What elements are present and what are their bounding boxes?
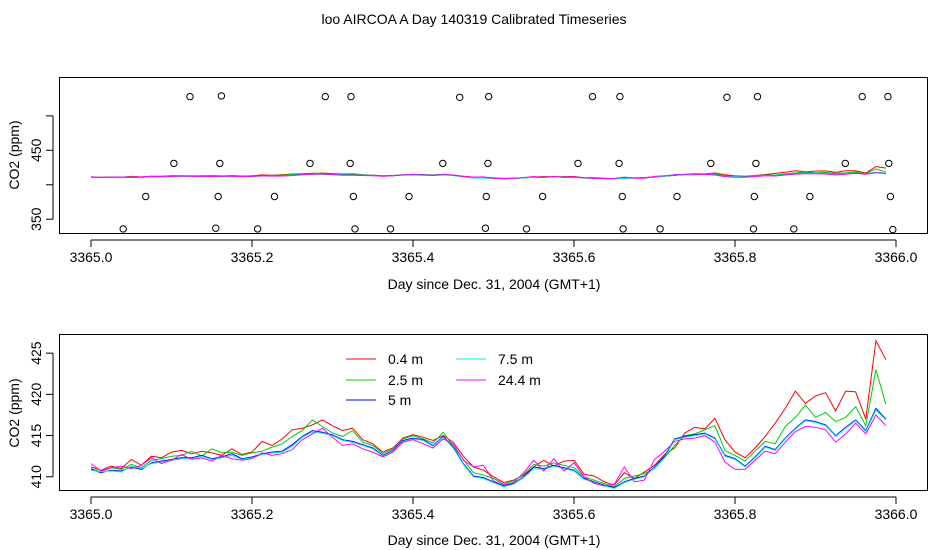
panel-2: 3365.0 3365.2 3365.4 3365.6 3365.8 3366.0 410…: [6, 334, 928, 548]
legend-label: 7.5 m: [498, 351, 533, 367]
panel-1-marker: [707, 159, 715, 168]
panel-1-marker: [481, 224, 490, 232]
panel-1-marker: [522, 225, 531, 233]
legend-label: 0.4 m: [388, 351, 423, 367]
panel-1-marker: [750, 192, 758, 201]
panel-1-marker: [753, 92, 762, 101]
panel-1-series-line: [90, 172, 886, 180]
panel-2-frame: [59, 334, 928, 491]
panel-1-x-axis: 3365.0 3365.2 3365.4 3365.6 3365.8 3366.0: [70, 239, 918, 265]
panel-1-y-axis: 350 450: [28, 115, 54, 231]
panel-1-y-tick-label: 350: [28, 207, 44, 231]
panel-2-y-tick-label: 420: [28, 382, 44, 406]
panel-1-marker: [306, 159, 314, 168]
panel-1-marker: [749, 225, 758, 233]
panel-1-marker: [482, 192, 490, 201]
panel-2-y-axis: 410 415 420 425: [28, 341, 54, 489]
panel-1-y-label: CO2 (ppm): [6, 120, 22, 189]
panel-1-x-label: Day since Dec. 31, 2004 (GMT+1): [388, 276, 601, 292]
panel-1-y-tick-label: 450: [28, 138, 44, 162]
panel-1-marker: [884, 92, 892, 101]
panel-2-x-tick-label: 3365.8: [714, 506, 757, 522]
panel-1-marker: [186, 92, 194, 101]
panel-1-marker: [588, 92, 597, 101]
legend-label: 24.4 m: [498, 372, 541, 388]
panel-2-x-tick-label: 3365.0: [70, 506, 113, 522]
panel-1-marker: [347, 92, 355, 101]
panel-1-marker: [321, 92, 329, 101]
panel-1-marker: [619, 225, 627, 233]
panel-1-marker: [119, 225, 127, 233]
panel-1-marker: [216, 159, 224, 168]
legend-label: 5 m: [388, 392, 411, 408]
panel-2-series-lines: [90, 339, 887, 489]
panel-1-x-tick-label: 3365.8: [714, 249, 757, 265]
panel-1-marker: [841, 159, 849, 168]
panel-1-x-tick-label: 3365.2: [231, 249, 274, 265]
panel-1-marker: [886, 192, 895, 201]
panel-1-marker: [723, 93, 731, 102]
panel-1-x-tick-label: 3365.0: [70, 249, 113, 265]
panel-1-marker: [484, 159, 492, 168]
panel-1-marker: [253, 225, 262, 233]
panel-2-x-tick-label: 3365.2: [231, 506, 274, 522]
panel-1-marker: [656, 225, 664, 233]
panel-1-marker: [386, 225, 395, 233]
panel-1-series-lines: [90, 165, 887, 180]
panel-1-marker: [885, 159, 893, 168]
panel-1-marker: [142, 192, 150, 201]
panel-2-y-tick-label: 410: [28, 465, 44, 489]
panel-1-x-tick-label: 3366.0: [875, 249, 918, 265]
panel-1-markers: [119, 92, 897, 234]
panel-1-marker: [618, 192, 626, 201]
figure-title: loo AIRCOA A Day 140319 Calibrated Times…: [321, 11, 626, 27]
panel-2-y-label: CO2 (ppm): [6, 378, 22, 447]
panel-1-marker: [538, 192, 547, 201]
panel-2-y-tick-label: 415: [28, 424, 44, 448]
panel-2-series-line: [90, 339, 887, 486]
panel-2-series-line: [90, 414, 887, 487]
panel-1-marker: [790, 225, 798, 233]
panel-1-marker: [752, 159, 760, 168]
panel-1-marker: [349, 192, 358, 201]
panel-1-marker: [889, 225, 897, 234]
panel-1-marker: [858, 92, 866, 101]
panel-1: 3365.0 3365.2 3365.4 3365.6 3365.8 3366.0 350…: [6, 77, 928, 292]
panel-1-marker: [170, 159, 178, 168]
panel-1-marker: [574, 159, 582, 168]
panel-1-marker: [270, 192, 279, 201]
panel-2-x-tick-label: 3366.0: [875, 506, 918, 522]
panel-2-y-tick-label: 425: [28, 341, 44, 365]
panel-1-marker: [439, 159, 447, 168]
panel-1-marker: [806, 192, 814, 201]
panel-2-legend: 0.4 m 2.5 m 5 m 7.5 m 24.4 m: [346, 351, 541, 408]
panel-2-x-axis: 3365.0 3365.2 3365.4 3365.6 3365.8 3366.0: [70, 496, 918, 522]
panel-2-x-label: Day since Dec. 31, 2004 (GMT+1): [388, 532, 601, 548]
panel-1-marker: [616, 92, 624, 101]
panel-1-frame: [59, 77, 928, 234]
panel-1-marker: [456, 93, 464, 102]
panel-1-marker: [346, 159, 354, 168]
panel-1-marker: [217, 92, 226, 100]
panel-1-marker: [615, 159, 623, 168]
panel-1-marker: [214, 192, 222, 201]
panel-1-x-tick-label: 3365.4: [392, 249, 435, 265]
panel-1-marker: [405, 192, 413, 201]
panel-1-marker: [351, 225, 359, 233]
panel-2-x-tick-label: 3365.6: [553, 506, 596, 522]
panel-1-marker: [212, 224, 220, 232]
panel-1-marker: [485, 92, 493, 101]
panel-2-series-line: [90, 409, 887, 489]
panel-1-marker: [673, 192, 681, 201]
panel-1-x-tick-label: 3365.6: [553, 249, 596, 265]
panel-2-x-tick-label: 3365.4: [392, 506, 435, 522]
panel-2-series-line: [90, 369, 887, 488]
legend-label: 2.5 m: [388, 372, 423, 388]
